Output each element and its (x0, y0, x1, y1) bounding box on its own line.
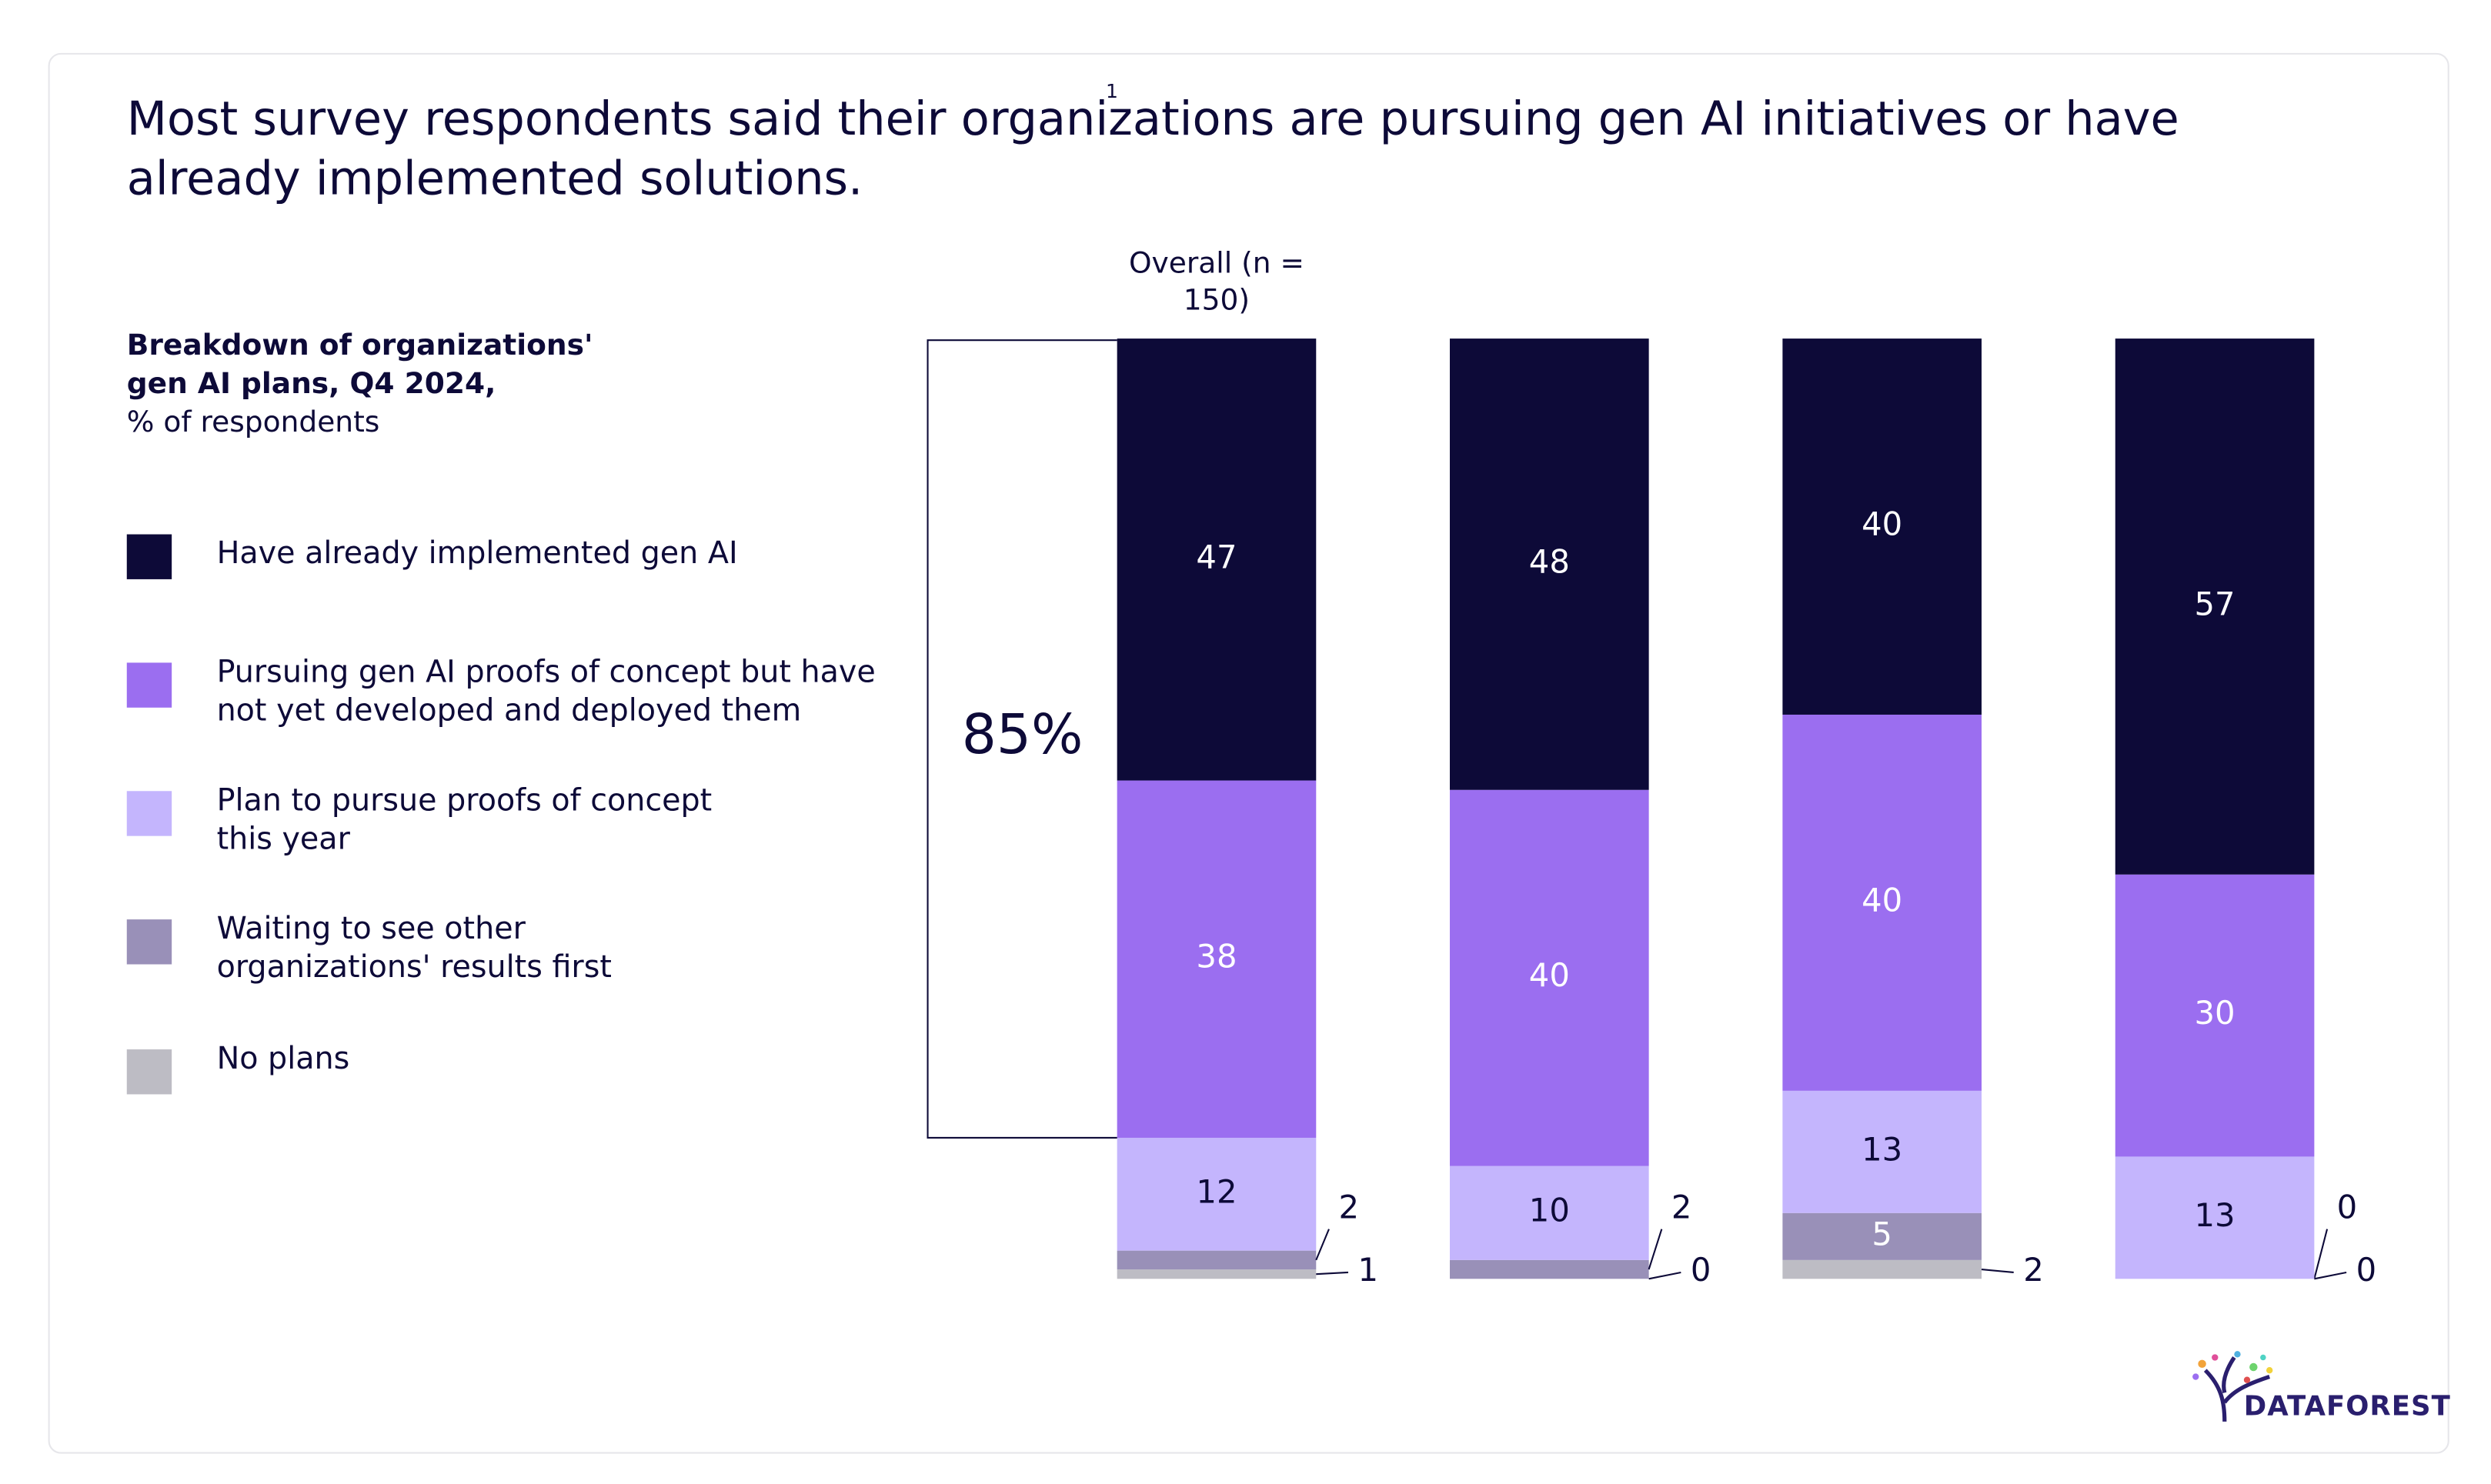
value-label: 13 (1862, 1130, 1902, 1168)
value-label: 12 (1196, 1172, 1237, 1210)
bar-segment (1117, 338, 1317, 781)
legend-label: Have already implemented gen AI (216, 535, 738, 572)
footnote-marker: 1 (1106, 80, 1118, 103)
bar-segment (1117, 1250, 1317, 1270)
bar-segment (2115, 338, 2315, 875)
value-label: 57 (2195, 585, 2236, 622)
value-label: 1 (1358, 1251, 1379, 1289)
value-label: 40 (1529, 956, 1570, 994)
bar-segment (1450, 338, 1649, 790)
legend-swatch (126, 791, 172, 836)
value-label: 13 (2195, 1196, 2236, 1234)
value-label: 48 (1529, 542, 1570, 580)
leader-line (1316, 1271, 1349, 1276)
legend-label: Plan to pursue proofs of concept this ye… (216, 782, 713, 857)
leader-line (1315, 1229, 1330, 1261)
chart-subtitle: Breakdown of organizations' gen AI plans… (126, 328, 593, 402)
bar-segment (2115, 874, 2315, 1157)
legend-swatch (126, 1049, 172, 1095)
value-label: 2 (1671, 1189, 1692, 1226)
bar-segment (1117, 780, 1317, 1138)
value-label: 47 (1196, 538, 1237, 575)
leader-line (2313, 1229, 2329, 1279)
bar-segment (1117, 1137, 1317, 1251)
bar-segment (1450, 789, 1649, 1166)
value-label: 40 (1862, 881, 1902, 919)
bracket (927, 339, 1117, 1139)
legend-swatch (126, 662, 172, 708)
legend-label: No plans (216, 1041, 350, 1077)
annotation: 85% (962, 702, 1084, 766)
bar-segment (1782, 338, 1982, 715)
value-label: 40 (1862, 505, 1902, 543)
value-label: 10 (1529, 1192, 1570, 1229)
bar-segment (1117, 1269, 1317, 1279)
card (48, 52, 2449, 1454)
bar-segment (1450, 1166, 1649, 1260)
logo-icon (2192, 1351, 2273, 1422)
leader-line (1648, 1271, 1681, 1280)
bar-segment (1782, 1212, 1982, 1260)
unit-label: % of respondents (126, 405, 380, 440)
value-label: 0 (2337, 1189, 2358, 1226)
value-label: 30 (2195, 994, 2236, 1032)
bar-segment (2115, 1156, 2315, 1279)
value-label: 2 (2023, 1251, 2044, 1289)
category-label: Overall (n = 150) (1128, 247, 1304, 318)
chart-title: Most survey respondents said their organ… (126, 91, 2179, 205)
legend-swatch (126, 919, 172, 965)
bar-segment (1782, 1090, 1982, 1213)
bar-segment (1782, 1259, 1982, 1279)
bar-segment (1450, 1259, 1649, 1279)
value-label: 5 (1872, 1215, 1892, 1252)
logo: DATAFOREST (2243, 1391, 2451, 1424)
bar-segment (1782, 714, 1982, 1091)
legend-label: Waiting to see other organizations' resu… (216, 911, 612, 985)
leader-line (1981, 1269, 2014, 1273)
value-label: 0 (1691, 1251, 1711, 1289)
value-label: 38 (1196, 938, 1237, 975)
value-label: 2 (1338, 1189, 1359, 1226)
leader-line (1648, 1229, 1663, 1270)
legend-label: Pursuing gen AI proofs of concept but ha… (216, 654, 876, 729)
legend-swatch (126, 534, 172, 579)
leader-line (2314, 1271, 2347, 1280)
value-label: 0 (2356, 1251, 2377, 1289)
